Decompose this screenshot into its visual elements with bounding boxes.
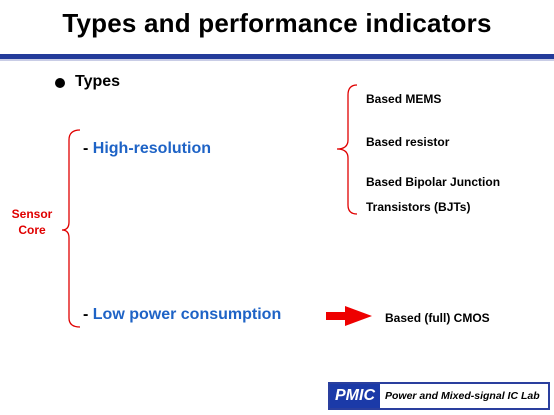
- slide-title: Types and performance indicators: [62, 8, 492, 38]
- sensor-core-label: Sensor Core: [2, 206, 62, 238]
- type-bjt-line-1: Based Bipolar Junction: [366, 175, 501, 189]
- sensor-core-bracket: [61, 129, 81, 328]
- low-power-item: - Low power consumption: [83, 306, 281, 324]
- high-resolution-bracket: [336, 84, 358, 215]
- type-resistor: Based resistor: [366, 135, 450, 149]
- high-resolution-item: - High-resolution: [83, 140, 211, 158]
- type-cmos: Based (full) CMOS: [385, 311, 490, 325]
- sensor-core-line-1: Sensor: [11, 207, 53, 221]
- type-bjt-line-2: Transistors (BJTs): [366, 200, 471, 214]
- lab-name: Power and Mixed-signal IC Lab: [385, 390, 540, 402]
- title-underline: [0, 54, 554, 61]
- low-power-label: Low power consumption: [92, 306, 282, 323]
- arrow-icon: [326, 306, 372, 326]
- low-power-dash: -: [83, 306, 93, 323]
- pmic-logo: PMIC: [330, 384, 380, 408]
- lab-footer: PMIC Power and Mixed-signal IC Lab: [328, 382, 550, 410]
- bullet-icon: [55, 78, 65, 88]
- sensor-core-line-2: Core: [18, 223, 46, 237]
- section-heading: Types: [75, 73, 121, 90]
- high-resolution-dash: -: [83, 140, 93, 157]
- high-resolution-label: High-resolution: [92, 140, 211, 157]
- type-mems: Based MEMS: [366, 92, 442, 106]
